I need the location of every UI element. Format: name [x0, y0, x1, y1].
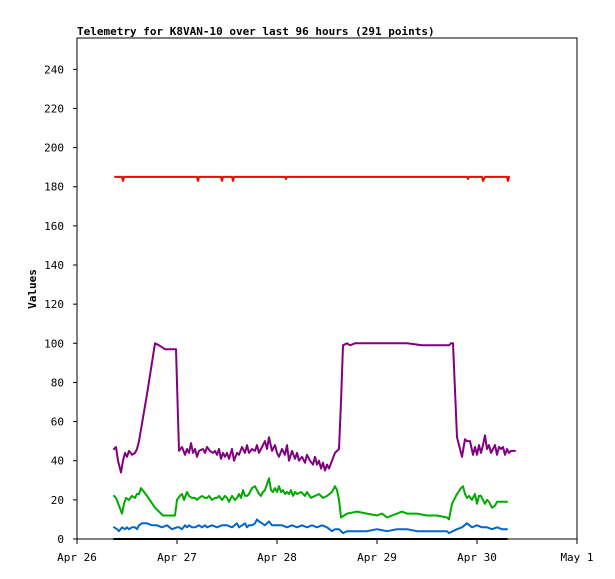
x-tick-label: May 1 [560, 551, 593, 564]
series-line [113, 342, 516, 474]
y-tick-label: 120 [44, 298, 64, 311]
data-series [113, 175, 516, 540]
y-axis-label: Values [26, 269, 39, 309]
series-line [113, 518, 508, 535]
axes-ticks: 0 20 40 60 80 100 120 140 160 180 200 220 240 Apr 26 A… [44, 63, 593, 564]
x-tick-label: Apr 29 [357, 551, 397, 564]
y-tick-label: 200 [44, 142, 64, 155]
y-tick-label: 220 [44, 102, 64, 115]
y-tick-label: 100 [44, 337, 64, 350]
x-tick-label: Apr 27 [157, 551, 197, 564]
y-tick-label: 0 [57, 533, 64, 546]
y-tick-label: 160 [44, 220, 64, 233]
y-tick-label: 60 [51, 416, 64, 429]
y-tick-label: 140 [44, 259, 64, 272]
y-tick-label: 20 [51, 494, 64, 507]
y-tick-label: 180 [44, 181, 64, 194]
series-line [113, 477, 508, 521]
series-line [114, 175, 510, 182]
y-tick-label: 80 [51, 376, 64, 389]
chart-title: Telemetry for K8VAN-10 over last 96 hour… [77, 25, 435, 38]
y-tick-label: 240 [44, 63, 64, 76]
x-tick-label: Apr 30 [457, 551, 497, 564]
x-tick-label: Apr 28 [257, 551, 297, 564]
x-tick-label: Apr 26 [57, 551, 97, 564]
y-tick-label: 40 [51, 455, 64, 468]
